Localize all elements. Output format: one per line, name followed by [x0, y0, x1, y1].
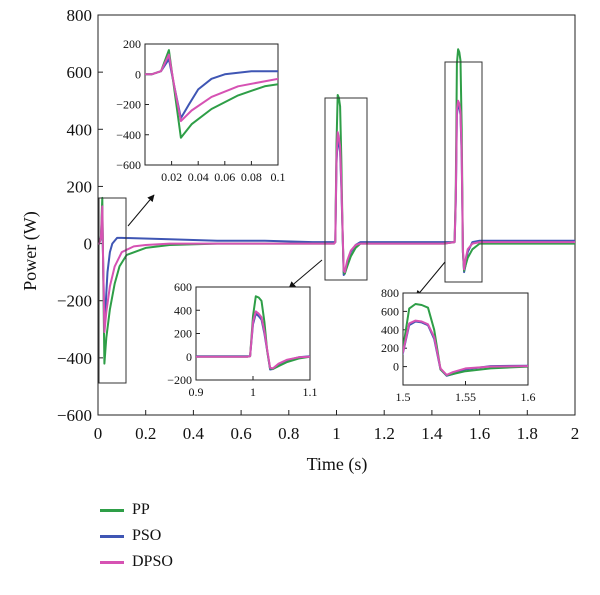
y-tick-label-0: −600 — [57, 406, 92, 425]
inset-1-series-line-pso — [145, 58, 278, 120]
legend-label-pso: PSO — [132, 527, 162, 544]
highlight-box-1 — [98, 197, 127, 384]
inset-1-x-tick-label-1: 0.04 — [188, 170, 209, 184]
y-tick-label-3: 0 — [84, 235, 93, 254]
series-line-dpso — [98, 99, 575, 334]
x-tick-label-1: 0.2 — [135, 424, 156, 443]
inset-3-series-line-dpso — [403, 319, 528, 376]
inset-3-x-tick-label-1: 1.55 — [455, 390, 476, 404]
x-tick-label-4: 0.8 — [278, 424, 299, 443]
x-axis-label: Time (s) — [307, 454, 368, 475]
y-axis-label: Power (W) — [20, 211, 41, 290]
inset-3-y-tick-label-2: 400 — [381, 323, 399, 337]
inset-1-series-line-pp — [145, 49, 278, 139]
inset-3: 1.5 1.55 1.6 800 600 400 200 0 — [381, 286, 536, 404]
y-tick-label-5: 400 — [67, 120, 93, 139]
inset-3-y-tick-label-1: 600 — [381, 304, 399, 318]
highlight-box-3 — [444, 61, 483, 283]
legend-swatch-dpso — [100, 561, 124, 564]
inset-2-x-tick-label-1: 1 — [250, 385, 256, 399]
legend: PP PSO DPSO — [100, 500, 300, 580]
highlight-box-2 — [324, 97, 368, 281]
inset-3-x-tick-label-2: 1.6 — [521, 390, 536, 404]
inset-2-y-tick-label-4: −200 — [167, 373, 192, 387]
inset-1-y-tick-label-3: −400 — [116, 128, 141, 142]
inset-1-x-tick-label-0: 0.02 — [161, 170, 182, 184]
inset-2-x-tick-label-0: 0.9 — [189, 385, 204, 399]
x-tick-label-9: 1.8 — [517, 424, 538, 443]
inset-1-x-tick-label-2: 0.06 — [214, 170, 235, 184]
inset-2: 0.9 1 1.1 600 400 200 0 −200 — [167, 280, 318, 399]
x-tick-label-3: 0.6 — [230, 424, 251, 443]
y-tick-label-4: 200 — [67, 177, 93, 196]
x-tick-label-2: 0.4 — [183, 424, 205, 443]
inset-2-y-tick-label-3: 0 — [186, 350, 192, 364]
legend-swatch-pso — [100, 535, 124, 538]
inset-1-series-line-dpso — [145, 53, 278, 123]
inset-3-x-tick-label-0: 1.5 — [396, 390, 411, 404]
inset-3-y-tick-label-0: 800 — [381, 286, 399, 300]
inset-frame-1 — [144, 43, 279, 166]
inset-2-y-tick-label-1: 400 — [174, 303, 192, 317]
inset-1-x-tick-label-4: 0.1 — [271, 170, 286, 184]
inset-3-series-line-pp — [403, 303, 528, 377]
inset-1-y-tick-label-2: −200 — [116, 98, 141, 112]
inset-arrow-2 — [288, 259, 323, 289]
inset-1-y-tick-label-4: −600 — [116, 158, 141, 172]
inset-3-y-tick-label-4: 0 — [393, 360, 399, 374]
inset-2-x-tick-label-2: 1.1 — [303, 385, 318, 399]
inset-arrow-3 — [415, 261, 446, 298]
legend-label-pp: PP — [132, 501, 150, 518]
inset-3-y-tick-label-3: 200 — [381, 341, 399, 355]
x-tick-label-6: 1.2 — [374, 424, 395, 443]
inset-2-y-tick-label-0: 600 — [174, 280, 192, 294]
inset-1-x-tick-label-3: 0.08 — [241, 170, 262, 184]
y-tick-label-2: −200 — [57, 292, 92, 311]
inset-arrow-1 — [127, 194, 155, 227]
x-tick-label-7: 1.4 — [421, 424, 443, 443]
x-tick-label-0: 0 — [94, 424, 103, 443]
y-tick-label-7: 800 — [67, 6, 93, 25]
x-tick-label-5: 1 — [332, 424, 341, 443]
y-tick-label-1: −400 — [57, 349, 92, 368]
x-tick-label-10: 2 — [571, 424, 580, 443]
x-tick-label-8: 1.6 — [469, 424, 490, 443]
y-tick-label-6: 600 — [67, 63, 93, 82]
legend-label-dpso: DPSO — [132, 553, 173, 570]
inset-1-y-tick-label-1: 0 — [135, 67, 141, 81]
inset-2-y-tick-label-2: 200 — [174, 327, 192, 341]
legend-swatch-pp — [100, 509, 124, 512]
inset-1: 0.02 0.04 0.06 0.08 0.1 200 0 −200 −400 −600 — [116, 37, 286, 184]
inset-2-series-line-dpso — [196, 310, 310, 370]
inset-1-y-tick-label-0: 200 — [123, 37, 141, 51]
